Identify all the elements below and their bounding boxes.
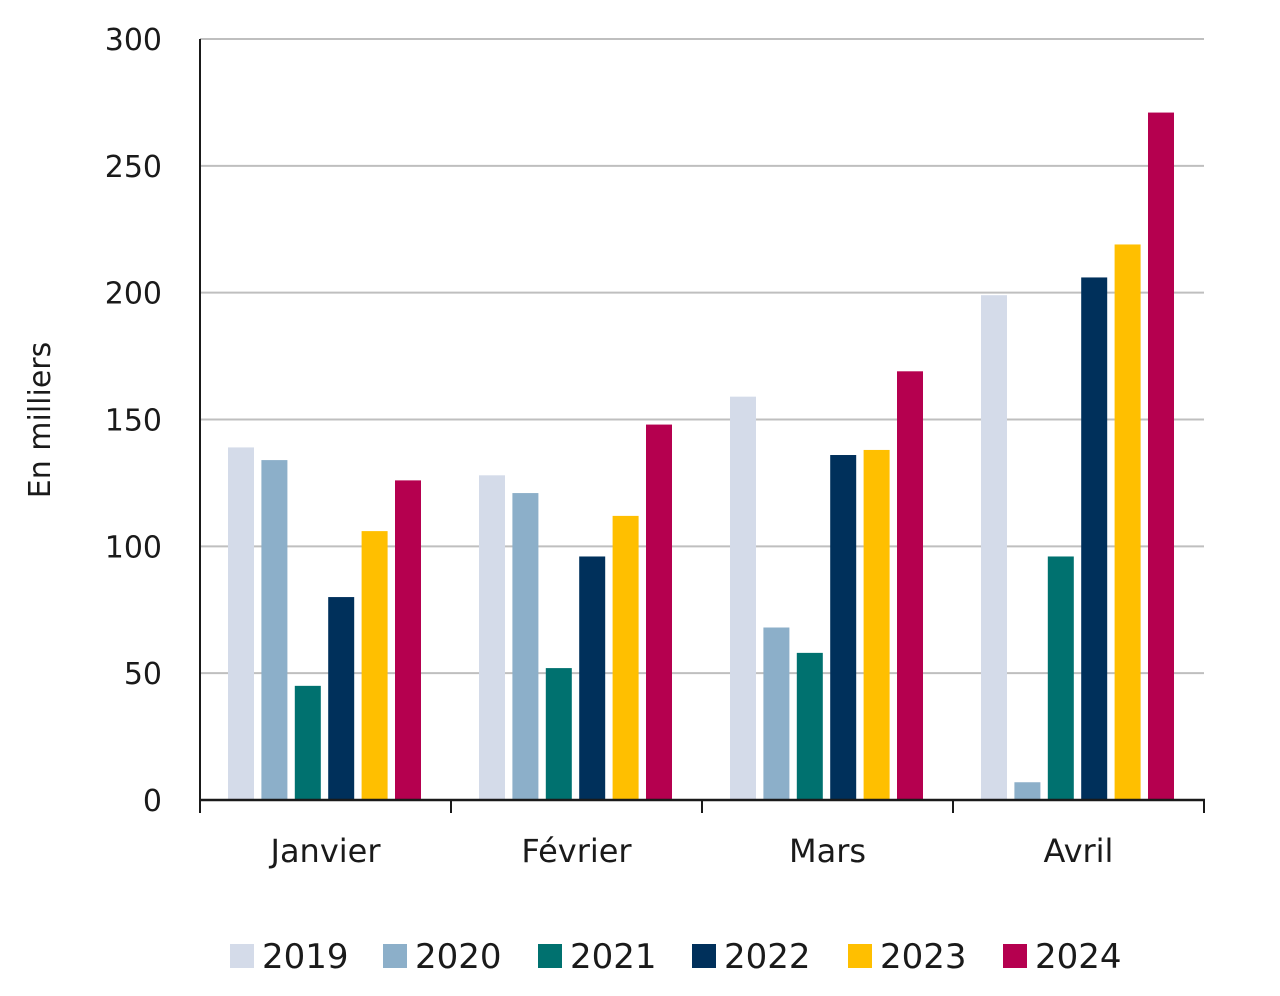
bar-2022-mars [830, 455, 857, 800]
bar-2023-avril [1114, 244, 1141, 801]
bar-2020-février [512, 493, 539, 800]
y-tick-label: 250 [105, 150, 162, 185]
bar-2022-janvier [328, 597, 355, 800]
legend-swatch [538, 944, 562, 968]
bar-2024-mars [897, 371, 923, 800]
bar-2019-février [479, 475, 505, 800]
bar-2022-février [579, 556, 606, 800]
x-tick-label: Janvier [269, 832, 382, 870]
legend-label: 2022 [724, 937, 811, 977]
bar-2023-janvier [361, 531, 388, 800]
bar-2021-janvier [294, 685, 321, 800]
axes: 0 50 100 150 200 250 300 Janvier Février Mars Avri… [105, 23, 1205, 870]
legend-label: 2024 [1035, 937, 1122, 977]
bar-2021-avril [1047, 556, 1074, 800]
legend-swatch [1003, 944, 1027, 968]
legend-item-2024: 2024 [1003, 937, 1122, 977]
legend: 2019 2020 2021 2022 2023 2024 [230, 937, 1122, 977]
legend-swatch [848, 944, 872, 968]
legend-swatch [230, 944, 254, 968]
x-tick-label: Mars [789, 832, 866, 870]
x-tick-label: Février [521, 832, 632, 870]
bar-2024-avril [1148, 112, 1174, 800]
bar-2024-janvier [395, 480, 421, 800]
legend-item-2020: 2020 [383, 937, 502, 977]
legend-item-2022: 2022 [692, 937, 811, 977]
y-tick-label: 100 [105, 530, 162, 565]
y-tick-label: 50 [124, 657, 162, 692]
bar-2019-janvier [228, 447, 254, 800]
bar-2021-mars [796, 652, 823, 800]
bar-2020-janvier [261, 460, 288, 800]
bar-2020-avril [1014, 782, 1041, 800]
legend-label: 2020 [415, 937, 502, 977]
legend-item-2023: 2023 [848, 937, 967, 977]
legend-label: 2019 [262, 937, 349, 977]
bar-2020-mars [763, 627, 790, 800]
bars [228, 112, 1174, 801]
y-tick-label: 150 [105, 404, 162, 439]
bar-2022-avril [1081, 277, 1108, 800]
legend-label: 2023 [880, 937, 967, 977]
legend-swatch [692, 944, 716, 968]
y-axis-title: En milliers [23, 342, 58, 499]
legend-label: 2021 [570, 937, 657, 977]
legend-swatch [383, 944, 407, 968]
y-tick-label: 0 [143, 784, 162, 819]
bar-2023-février [612, 515, 639, 800]
x-tick-label: Avril [1044, 832, 1114, 870]
bar-2019-mars [730, 396, 756, 800]
bar-2024-février [646, 424, 672, 800]
bar-2019-avril [981, 295, 1007, 800]
legend-item-2019: 2019 [230, 937, 349, 977]
bar-2021-février [545, 668, 572, 800]
y-tick-label: 200 [105, 277, 162, 312]
legend-item-2021: 2021 [538, 937, 657, 977]
y-tick-label: 300 [105, 23, 162, 58]
bar-2023-mars [863, 449, 890, 800]
